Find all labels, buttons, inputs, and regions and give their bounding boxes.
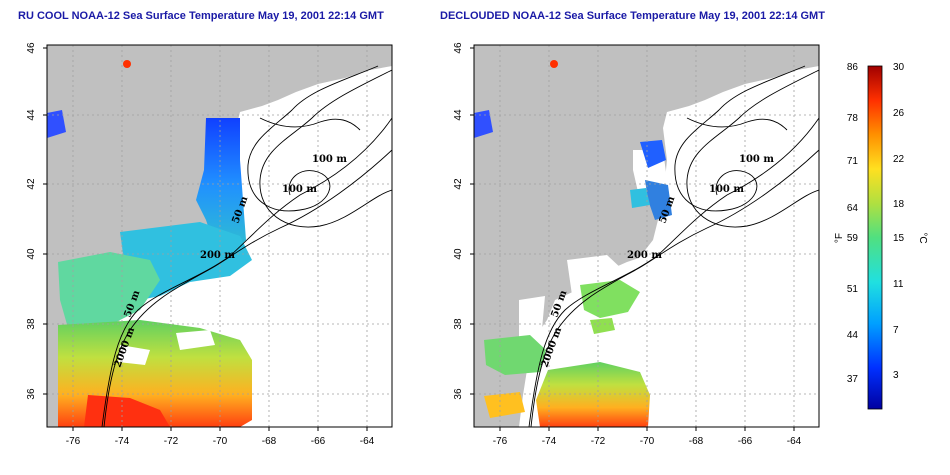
lat-tick-label: 42	[26, 178, 37, 190]
celsius-tick: 11	[893, 279, 904, 290]
left-contours	[101, 65, 392, 427]
fahrenheit-tick: 44	[847, 330, 859, 341]
lon-tick-label: -76	[493, 436, 508, 447]
lat-tick-label: 44	[453, 109, 464, 121]
contour-label: 100 m	[739, 154, 774, 165]
fahrenheit-tick: 37	[847, 374, 859, 385]
celsius-tick: 7	[893, 325, 899, 336]
colorbar-gradient	[867, 65, 883, 410]
left-sst-cold	[196, 118, 246, 250]
contour-label: 100 m	[709, 184, 744, 195]
lat-tick-label: 38	[453, 318, 464, 330]
right-map-title: DECLOUDED NOAA-12 Sea Surface Temperatur…	[440, 10, 825, 22]
right-sst-cold	[640, 140, 666, 168]
right-map: 100 m 100 m 50 m 200 m 50 m 2000 m -76 -…	[453, 42, 820, 447]
celsius-tick: 18	[893, 199, 905, 210]
fahrenheit-tick: 71	[847, 156, 859, 167]
celsius-tick: 15	[893, 233, 905, 244]
lat-tick-label: 46	[26, 42, 37, 54]
lat-tick-label: 38	[26, 318, 37, 330]
lon-tick-label: -72	[164, 436, 179, 447]
celsius-tick: 26	[893, 108, 905, 119]
contour-label: 200 m	[200, 250, 235, 261]
left-map: 100 m 100 m 50 m 200 m 50 m 2000 m -76 -…	[26, 42, 393, 447]
fahrenheit-unit-label: °F	[834, 233, 845, 243]
lon-tick-label: -74	[542, 436, 557, 447]
lon-tick-label: -72	[591, 436, 606, 447]
right-sst-mid	[580, 280, 640, 318]
fahrenheit-tick: 78	[847, 113, 859, 124]
left-map-title: RU COOL NOAA-12 Sea Surface Temperature …	[18, 10, 384, 22]
lon-tick-label: -70	[640, 436, 655, 447]
lon-tick-label: -74	[115, 436, 130, 447]
left-x-axis: -76 -74 -72 -70 -68 -66 -64	[66, 427, 375, 447]
right-x-axis: -76 -74 -72 -70 -68 -66 -64	[493, 427, 802, 447]
fahrenheit-tick: 51	[847, 284, 859, 295]
left-y-axis: 36 38 40 42 44 46	[26, 42, 47, 400]
lat-tick-label: 36	[26, 388, 37, 400]
lon-tick-label: -64	[787, 436, 802, 447]
contour-label: 200 m	[627, 250, 662, 261]
celsius-tick: 22	[893, 154, 905, 165]
right-contours	[528, 65, 819, 427]
temperature-colorbar: 86 78 71 64 59 51 44 37 30 26 22 18 15 1…	[834, 62, 928, 410]
lat-tick-label: 42	[453, 178, 464, 190]
lon-tick-label: -66	[738, 436, 753, 447]
celsius-tick: 30	[893, 62, 905, 73]
lon-tick-label: -64	[360, 436, 375, 447]
contour-label: 100 m	[312, 154, 347, 165]
lon-tick-label: -68	[689, 436, 704, 447]
lat-tick-label: 40	[453, 248, 464, 260]
lon-tick-label: -66	[311, 436, 326, 447]
lon-tick-label: -76	[66, 436, 81, 447]
lon-tick-label: -68	[262, 436, 277, 447]
lat-tick-label: 36	[453, 388, 464, 400]
celsius-unit-label: °C	[917, 232, 928, 243]
right-sst-warm	[536, 362, 650, 427]
fahrenheit-tick: 59	[847, 233, 859, 244]
lat-tick-label: 44	[26, 109, 37, 121]
lat-tick-label: 40	[26, 248, 37, 260]
fahrenheit-tick: 86	[847, 62, 859, 73]
lat-tick-label: 46	[453, 42, 464, 54]
celsius-tick: 3	[893, 370, 899, 381]
fahrenheit-tick: 64	[847, 203, 859, 214]
right-y-axis: 36 38 40 42 44 46	[453, 42, 474, 400]
contour-label: 100 m	[282, 184, 317, 195]
right-land	[474, 45, 819, 427]
lon-tick-label: -70	[213, 436, 228, 447]
